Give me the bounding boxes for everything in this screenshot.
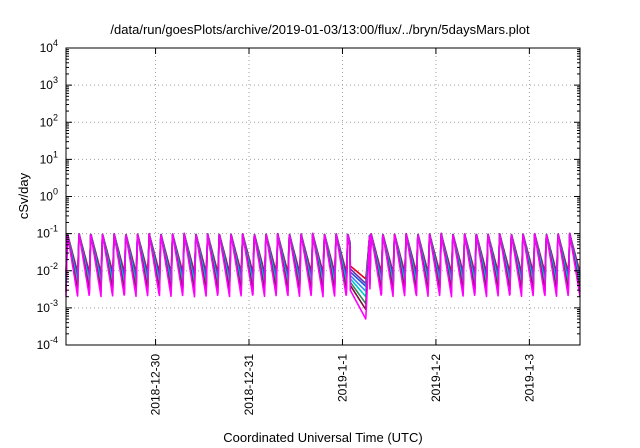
y-tick-label: 104 bbox=[40, 38, 58, 55]
y-tick-label: 10-4 bbox=[37, 335, 58, 352]
x-tick-label: 2018-12-31 bbox=[242, 354, 256, 416]
x-axis-label: Coordinated Universal Time (UTC) bbox=[223, 430, 422, 445]
y-tick-label: 100 bbox=[40, 187, 58, 204]
y-axis-label: cSv/day bbox=[16, 172, 31, 219]
x-tick-label: 2019-1-2 bbox=[429, 354, 443, 402]
series-line bbox=[65, 232, 581, 320]
y-tick-label: 10-3 bbox=[37, 298, 58, 315]
x-tick-label: 2018-12-30 bbox=[149, 354, 163, 416]
y-tick-label: 101 bbox=[40, 149, 58, 166]
x-tick-label: 2019-1-1 bbox=[335, 354, 349, 402]
x-tick-label: 2019-1-3 bbox=[522, 354, 536, 402]
grid bbox=[66, 48, 580, 345]
y-tick-label: 103 bbox=[40, 75, 58, 92]
x-axis: 2018-12-30 2018-12-31 2019-1-1 2019-1-2 2019… bbox=[149, 48, 536, 416]
y-tick-label: 102 bbox=[40, 112, 58, 129]
chart-title: /data/run/goesPlots/archive/2019-01-03/1… bbox=[110, 22, 530, 37]
series-group bbox=[65, 232, 581, 320]
y-tick-label: 10-2 bbox=[37, 261, 58, 278]
y-axis: 10-4 10-3 10-2 10-1 100 101 102 103 104 bbox=[37, 38, 580, 352]
y-tick-label: 10-1 bbox=[37, 224, 58, 241]
